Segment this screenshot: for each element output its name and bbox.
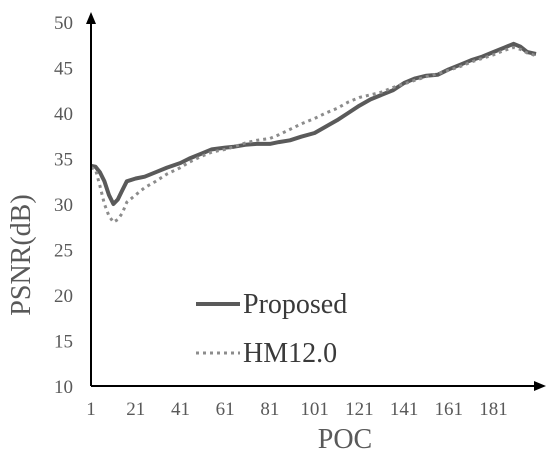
y-axis-title: PSNR(dB) — [6, 194, 37, 315]
x-tick-label: 141 — [390, 399, 419, 420]
x-tick-label: 101 — [300, 399, 329, 420]
x-tick-labels: 1 21 41 61 81 101 121 141 161 181 — [86, 399, 508, 420]
y-tick-label: 15 — [54, 332, 73, 353]
legend-label-hm12: HM12.0 — [243, 338, 337, 369]
series-layer — [90, 41, 537, 224]
x-tick-label: 61 — [216, 399, 235, 420]
x-tick-label: 161 — [435, 399, 464, 420]
y-tick-label: 25 — [54, 241, 73, 262]
y-axis-arrow-icon — [86, 12, 96, 24]
x-tick-label: 81 — [260, 399, 279, 420]
y-tick-label: 30 — [54, 195, 73, 216]
series-line-hm12 — [90, 46, 537, 224]
x-axis-arrow-icon — [534, 381, 546, 391]
legend-label-proposed: Proposed — [243, 289, 347, 320]
y-tick-label: 45 — [54, 59, 73, 80]
y-tick-label: 40 — [54, 104, 73, 125]
y-tick-label: 10 — [54, 377, 73, 398]
legend: Proposed HM12.0 — [196, 289, 347, 369]
y-tick-label: 50 — [54, 13, 73, 34]
y-tick-label: 20 — [54, 286, 73, 307]
x-tick-label: 41 — [171, 399, 190, 420]
series-line-proposed — [90, 41, 537, 206]
y-tick-labels: 10 15 20 25 30 35 40 45 50 — [54, 13, 73, 398]
x-tick-label: 181 — [479, 399, 508, 420]
y-tick-label: 35 — [54, 150, 73, 171]
x-tick-label: 21 — [126, 399, 145, 420]
x-axis-title: POC — [318, 424, 372, 452]
x-tick-label: 121 — [345, 399, 374, 420]
x-tick-label: 1 — [86, 399, 96, 420]
